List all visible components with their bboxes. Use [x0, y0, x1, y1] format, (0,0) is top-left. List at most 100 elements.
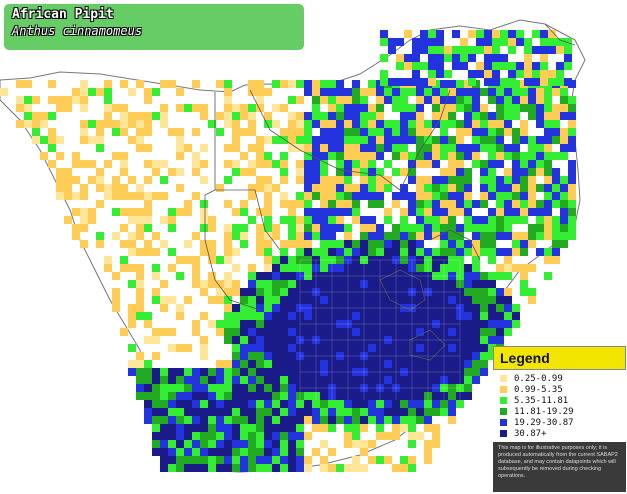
- occurrence-cell: [368, 184, 376, 192]
- occurrence-cell: [432, 312, 440, 320]
- occurrence-cell: [264, 328, 272, 336]
- occurrence-cell: [216, 280, 224, 288]
- occurrence-cell: [536, 144, 544, 152]
- occurrence-cell: [264, 424, 272, 432]
- occurrence-cell: [232, 432, 240, 440]
- occurrence-cell: [368, 192, 376, 200]
- occurrence-cell: [432, 304, 440, 312]
- occurrence-cell: [532, 70, 540, 78]
- occurrence-cell: [160, 392, 168, 400]
- occurrence-cell: [408, 256, 416, 264]
- occurrence-cell: [456, 208, 464, 216]
- occurrence-cell: [400, 256, 408, 264]
- occurrence-cell: [464, 344, 472, 352]
- occurrence-cell: [224, 408, 232, 416]
- occurrence-cell: [360, 336, 368, 344]
- occurrence-cell: [344, 248, 352, 256]
- occurrence-cell: [432, 424, 440, 432]
- occurrence-cell: [408, 136, 416, 144]
- occurrence-cell: [176, 400, 184, 408]
- occurrence-cell: [376, 168, 384, 176]
- occurrence-cell: [200, 440, 208, 448]
- occurrence-cell: [352, 240, 360, 248]
- occurrence-cell: [512, 312, 520, 320]
- occurrence-cell: [192, 160, 200, 168]
- occurrence-cell: [552, 168, 560, 176]
- occurrence-cell: [248, 352, 256, 360]
- occurrence-cell: [352, 192, 360, 200]
- occurrence-cell: [336, 192, 344, 200]
- occurrence-cell: [448, 320, 456, 328]
- occurrence-cell: [344, 344, 352, 352]
- occurrence-cell: [176, 272, 184, 280]
- occurrence-cell: [456, 328, 464, 336]
- occurrence-cell: [296, 200, 304, 208]
- occurrence-cell: [512, 248, 520, 256]
- occurrence-cell: [176, 344, 184, 352]
- occurrence-cell: [436, 70, 444, 78]
- occurrence-cell: [480, 184, 488, 192]
- occurrence-cell: [256, 272, 264, 280]
- occurrence-cell: [344, 328, 352, 336]
- occurrence-cell: [176, 424, 184, 432]
- occurrence-cell: [408, 344, 416, 352]
- occurrence-cell: [560, 112, 568, 120]
- occurrence-cell: [448, 136, 456, 144]
- occurrence-cell: [144, 312, 152, 320]
- occurrence-cell: [264, 288, 272, 296]
- occurrence-cell: [296, 456, 304, 464]
- occurrence-cell: [360, 448, 368, 456]
- occurrence-cell: [464, 248, 472, 256]
- occurrence-cell: [432, 160, 440, 168]
- occurrence-cell: [432, 400, 440, 408]
- occurrence-cell: [472, 320, 480, 328]
- occurrence-cell: [256, 280, 264, 288]
- occurrence-cell: [484, 38, 492, 46]
- occurrence-cell: [420, 46, 428, 54]
- occurrence-cell: [328, 368, 336, 376]
- occurrence-cell: [16, 80, 24, 88]
- occurrence-cell: [464, 352, 472, 360]
- occurrence-cell: [504, 128, 512, 136]
- occurrence-cell: [392, 152, 400, 160]
- occurrence-cell: [328, 208, 336, 216]
- occurrence-cell: [144, 408, 152, 416]
- occurrence-cell: [440, 216, 448, 224]
- occurrence-cell: [352, 384, 360, 392]
- occurrence-cell: [484, 46, 492, 54]
- occurrence-cell: [464, 240, 472, 248]
- occurrence-cell: [168, 128, 176, 136]
- occurrence-cell: [272, 376, 280, 384]
- occurrence-cell: [560, 224, 568, 232]
- occurrence-cell: [24, 80, 32, 88]
- occurrence-cell: [432, 184, 440, 192]
- species-common-name: African Pipit: [12, 7, 114, 22]
- occurrence-cell: [152, 424, 160, 432]
- occurrence-cell: [360, 344, 368, 352]
- occurrence-cell: [448, 80, 456, 88]
- occurrence-cell: [304, 320, 312, 328]
- occurrence-cell: [320, 136, 328, 144]
- occurrence-cell: [224, 96, 232, 104]
- occurrence-cell: [120, 112, 128, 120]
- occurrence-cell: [376, 416, 384, 424]
- occurrence-cell: [536, 216, 544, 224]
- occurrence-cell: [128, 248, 136, 256]
- occurrence-cell: [296, 256, 304, 264]
- occurrence-cell: [424, 120, 432, 128]
- occurrence-cell: [216, 80, 224, 88]
- occurrence-cell: [496, 336, 504, 344]
- occurrence-cell: [540, 38, 548, 46]
- occurrence-cell: [376, 232, 384, 240]
- occurrence-cell: [496, 144, 504, 152]
- occurrence-cell: [264, 272, 272, 280]
- occurrence-cell: [104, 120, 112, 128]
- occurrence-cell: [120, 128, 128, 136]
- occurrence-cell: [528, 288, 536, 296]
- occurrence-cell: [448, 176, 456, 184]
- occurrence-cell: [224, 288, 232, 296]
- occurrence-cell: [280, 344, 288, 352]
- occurrence-cell: [104, 184, 112, 192]
- occurrence-cell: [176, 368, 184, 376]
- occurrence-cell: [80, 208, 88, 216]
